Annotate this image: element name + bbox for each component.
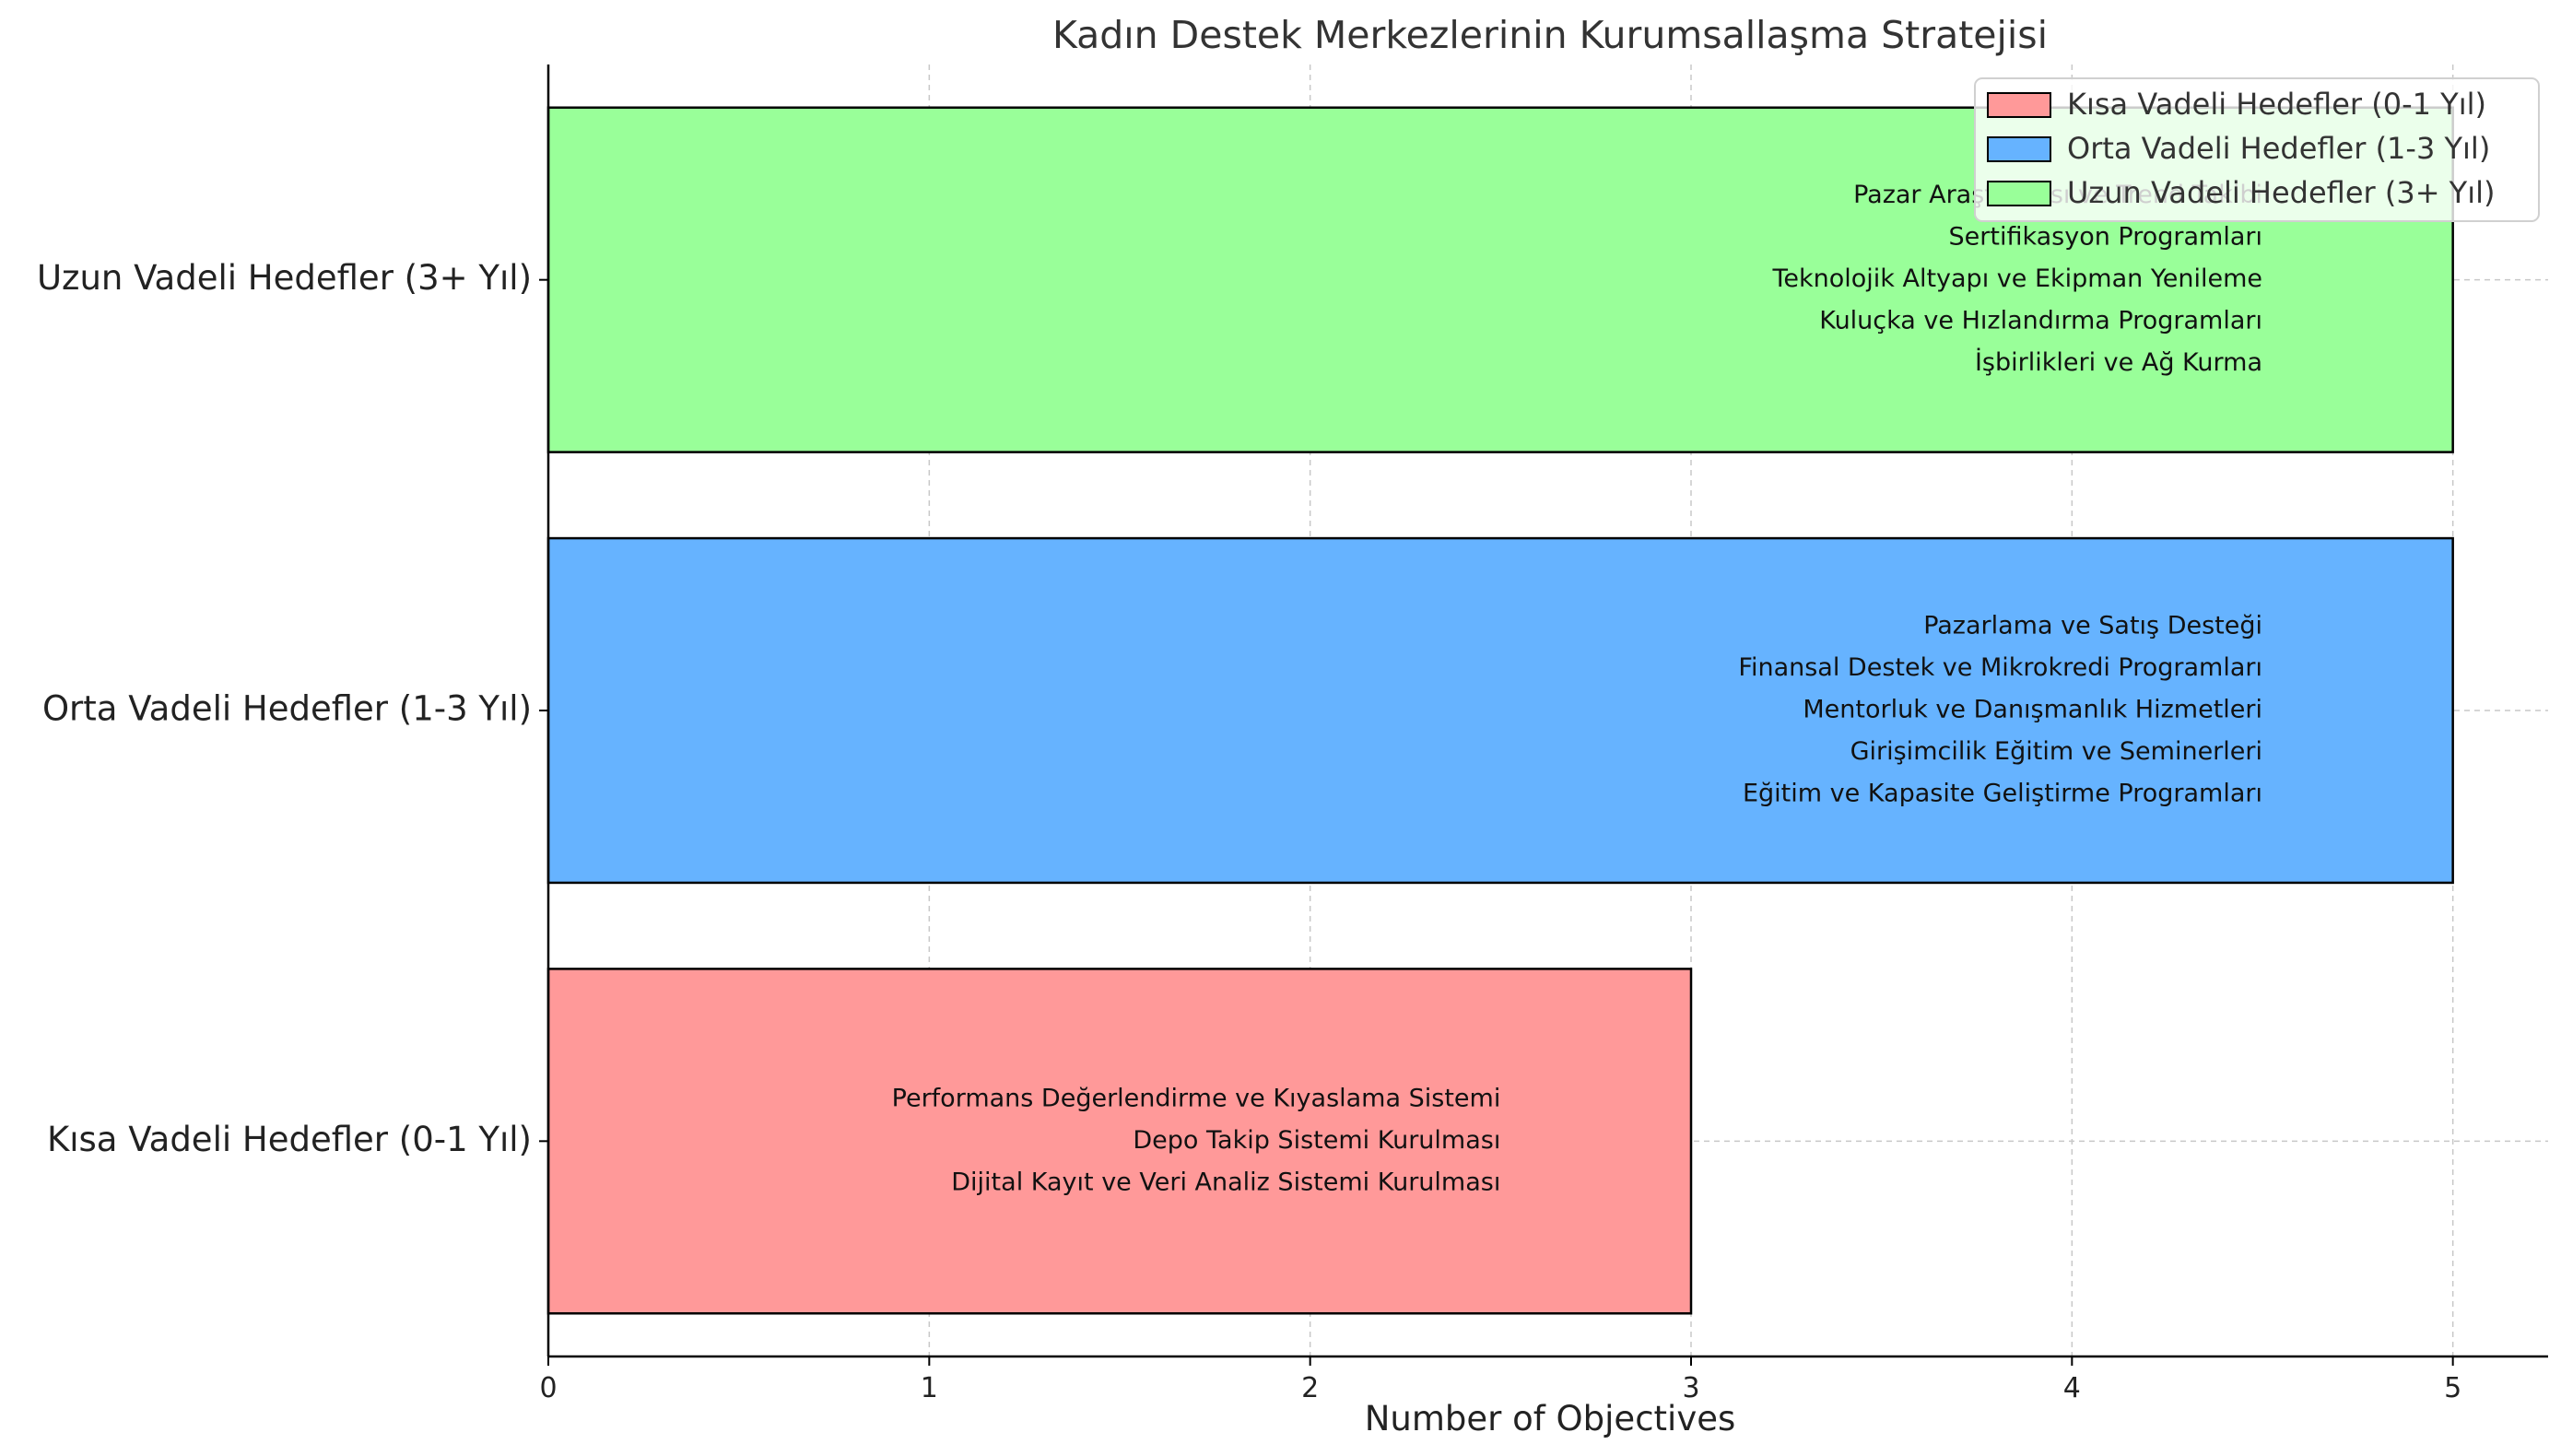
bar-annotation: Kuluçka ve Hızlandırma Programları xyxy=(1819,307,2262,335)
legend-label: Kısa Vadeli Hedefler (0-1 Yıl) xyxy=(2067,87,2486,122)
bar-annotation: Dijital Kayıt ve Veri Analiz Sistemi Kur… xyxy=(951,1168,1500,1196)
x-axis-ticks: 0 1 2 3 4 5 xyxy=(539,1356,2461,1404)
legend: Kısa Vadeli Hedefler (0-1 Yıl) Orta Vadel… xyxy=(1974,77,2540,222)
y-axis-ticks: Kısa Vadeli Hedefler (0-1 Yıl) Orta Vadel… xyxy=(37,258,548,1159)
x-axis-label: Number of Objectives xyxy=(1365,1399,1736,1438)
legend-label: Orta Vadeli Hedefler (1-3 Yıl) xyxy=(2067,131,2490,166)
x-tick-label: 4 xyxy=(2063,1372,2081,1404)
legend-swatch xyxy=(1987,92,2051,118)
legend-label: Uzun Vadeli Hedefler (3+ Yıl) xyxy=(2067,175,2495,210)
bar-annotation: Performans Değerlendirme ve Kıyaslama Si… xyxy=(892,1084,1501,1112)
y-tick-label: Uzun Vadeli Hedefler (3+ Yıl) xyxy=(37,258,532,298)
legend-box xyxy=(1974,77,2540,222)
bar-annotation: Eğitim ve Kapasite Geliştirme Programlar… xyxy=(1743,780,2262,808)
y-tick-label: Orta Vadeli Hedefler (1-3 Yıl) xyxy=(42,689,532,729)
bar-annotation: Pazarlama ve Satış Desteği xyxy=(1923,612,2262,640)
bar-annotation: Teknolojik Altyapı ve Ekipman Yenileme xyxy=(1771,264,2262,293)
y-tick-label: Kısa Vadeli Hedefler (0-1 Yıl) xyxy=(47,1120,532,1159)
bar-annotation: Sertifikasyon Programları xyxy=(1949,223,2262,252)
x-tick-label: 1 xyxy=(921,1372,938,1404)
x-tick-label: 3 xyxy=(1682,1372,1699,1404)
x-tick-label: 5 xyxy=(2444,1372,2461,1404)
bar-annotation: Girişimcilik Eğitim ve Seminerleri xyxy=(1850,737,2262,766)
legend-swatch xyxy=(1987,181,2051,206)
bar xyxy=(546,968,1693,1315)
bar-annotation: Depo Takip Sistemi Kurulması xyxy=(1133,1126,1500,1155)
bar-annotation: Finansal Destek ve Mikrokredi Programlar… xyxy=(1738,653,2262,682)
bar-annotation: İşbirlikleri ve Ağ Kurma xyxy=(1975,347,2262,377)
chart-title: Kadın Destek Merkezlerinin Kurumsallaşma… xyxy=(1052,13,2048,57)
bar-annotation: Mentorluk ve Danışmanlık Hizmetleri xyxy=(1803,696,2262,724)
x-tick-label: 2 xyxy=(1301,1372,1319,1404)
x-tick-label: 0 xyxy=(539,1372,557,1404)
legend-swatch xyxy=(1987,136,2051,162)
